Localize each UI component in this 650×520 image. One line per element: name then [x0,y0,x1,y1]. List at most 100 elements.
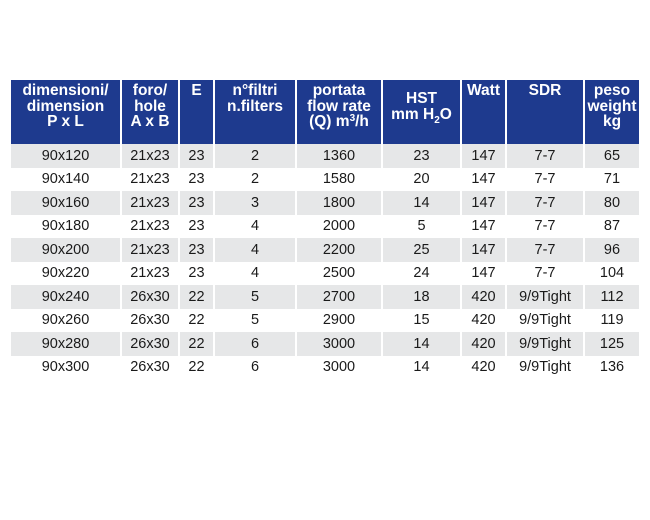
cell-hst: 20 [382,167,462,191]
cell-hole: 21x23 [121,191,180,215]
cell-watt: 420 [461,285,507,309]
cell-e: 22 [179,285,215,309]
cell-flow-rate: 3000 [296,355,383,379]
cell-e: 23 [179,238,215,262]
cell-filters: 6 [214,332,297,356]
cell-e: 22 [179,308,215,332]
cell-dimension: 90x180 [11,214,122,238]
cell-weight: 65 [584,144,639,168]
table-row: 90x240 26x30 22 5 2700 18 420 9/9Tight 112 [11,285,639,309]
cell-weight: 112 [584,285,639,309]
header-flow-rate: portata flow rate (Q) m3/h [296,80,383,144]
cell-e: 23 [179,214,215,238]
cell-dimension: 90x200 [11,238,122,262]
cell-filters: 2 [214,144,297,168]
table-row: 90x280 26x30 22 6 3000 14 420 9/9Tight 125 [11,332,639,356]
cell-hole: 26x30 [121,308,180,332]
header-dimension-line-1: dimensioni/ [22,82,109,99]
cell-flow-rate: 1800 [296,191,383,215]
table-row: 90x120 21x23 23 2 1360 23 147 7-7 65 [11,144,639,168]
header-weight: peso weight kg [584,80,639,144]
table-row: 90x260 26x30 22 5 2900 15 420 9/9Tight 119 [11,308,639,332]
cell-e: 22 [179,355,215,379]
cell-weight: 96 [584,238,639,262]
cell-sdr: 7-7 [506,214,585,238]
cell-hst: 24 [382,261,462,285]
header-flow-rate-line-3: (Q) m3/h [298,114,380,130]
cell-sdr: 7-7 [506,191,585,215]
header-sdr-line-1: SDR [528,82,562,99]
cell-dimension: 90x120 [11,144,122,168]
cell-hst: 5 [382,214,462,238]
table-row: 90x200 21x23 23 4 2200 25 147 7-7 96 [11,238,639,262]
cell-hst: 18 [382,285,462,309]
header-hole-line-1: foro/ [132,82,168,99]
cell-filters: 4 [214,238,297,262]
spec-table: dimensioni/ dimension P x L foro/ hole A… [11,80,639,379]
header-hst-line-2-text: mm H [391,105,435,123]
header-weight-line-2: weight [587,97,637,115]
cell-weight: 80 [584,191,639,215]
header-flow-rate-line-1: portata [312,82,366,99]
cell-e: 23 [179,191,215,215]
table-row: 90x160 21x23 23 3 1800 14 147 7-7 80 [11,191,639,215]
cell-filters: 3 [214,191,297,215]
cell-watt: 420 [461,355,507,379]
cell-filters: 6 [214,355,297,379]
header-hst-sub: 2 [434,114,440,126]
cell-sdr: 7-7 [506,238,585,262]
cell-hole: 21x23 [121,214,180,238]
cell-sdr: 7-7 [506,144,585,168]
header-hst-line-2: mm H2O [384,105,459,126]
header-flow-rate-line-2: flow rate [307,97,371,115]
cell-weight: 87 [584,214,639,238]
table-row: 90x220 21x23 23 4 2500 24 147 7-7 104 [11,261,639,285]
header-filters: n°filtri n.filters [214,80,297,144]
cell-dimension: 90x260 [11,308,122,332]
header-hst-suffix: O [439,105,452,123]
cell-weight: 119 [584,308,639,332]
cell-hst: 23 [382,144,462,168]
cell-flow-rate: 2500 [296,261,383,285]
cell-e: 23 [179,167,215,191]
table-row: 90x300 26x30 22 6 3000 14 420 9/9Tight 136 [11,355,639,379]
cell-watt: 420 [461,332,507,356]
header-dimension-line-2: dimension [26,97,105,115]
cell-weight: 125 [584,332,639,356]
header-hst: HST mm H2O [382,80,462,144]
cell-watt: 147 [461,238,507,262]
cell-sdr: 9/9Tight [506,285,585,309]
table-row: 90x180 21x23 23 4 2000 5 147 7-7 87 [11,214,639,238]
header-row: dimensioni/ dimension P x L foro/ hole A… [11,80,639,144]
cell-hst: 15 [382,308,462,332]
cell-watt: 147 [461,261,507,285]
cell-hst: 14 [382,191,462,215]
cell-filters: 4 [214,214,297,238]
cell-watt: 147 [461,214,507,238]
cell-filters: 4 [214,261,297,285]
table-header: dimensioni/ dimension P x L foro/ hole A… [11,80,639,144]
cell-flow-rate: 2200 [296,238,383,262]
cell-hole: 21x23 [121,167,180,191]
cell-hst: 25 [382,238,462,262]
cell-hole: 21x23 [121,144,180,168]
header-sdr: SDR [506,80,585,144]
cell-hole: 21x23 [121,238,180,262]
table-body: 90x120 21x23 23 2 1360 23 147 7-7 65 90x140 21x23 2… [11,144,639,379]
cell-hst: 14 [382,332,462,356]
cell-weight: 136 [584,355,639,379]
header-weight-line-1: peso [593,82,631,99]
cell-hole: 26x30 [121,332,180,356]
cell-filters: 5 [214,285,297,309]
cell-e: 23 [179,261,215,285]
cell-sdr: 7-7 [506,261,585,285]
header-filters-line-2: n.filters [227,97,283,115]
header-watt: Watt [461,80,507,144]
header-e: E [179,80,215,144]
cell-flow-rate: 1360 [296,144,383,168]
header-hole-line-2: hole [134,97,166,115]
header-dimension: dimensioni/ dimension P x L [11,80,122,144]
cell-sdr: 9/9Tight [506,355,585,379]
table-row: 90x140 21x23 23 2 1580 20 147 7-7 71 [11,167,639,191]
header-e-line-1: E [191,82,202,99]
